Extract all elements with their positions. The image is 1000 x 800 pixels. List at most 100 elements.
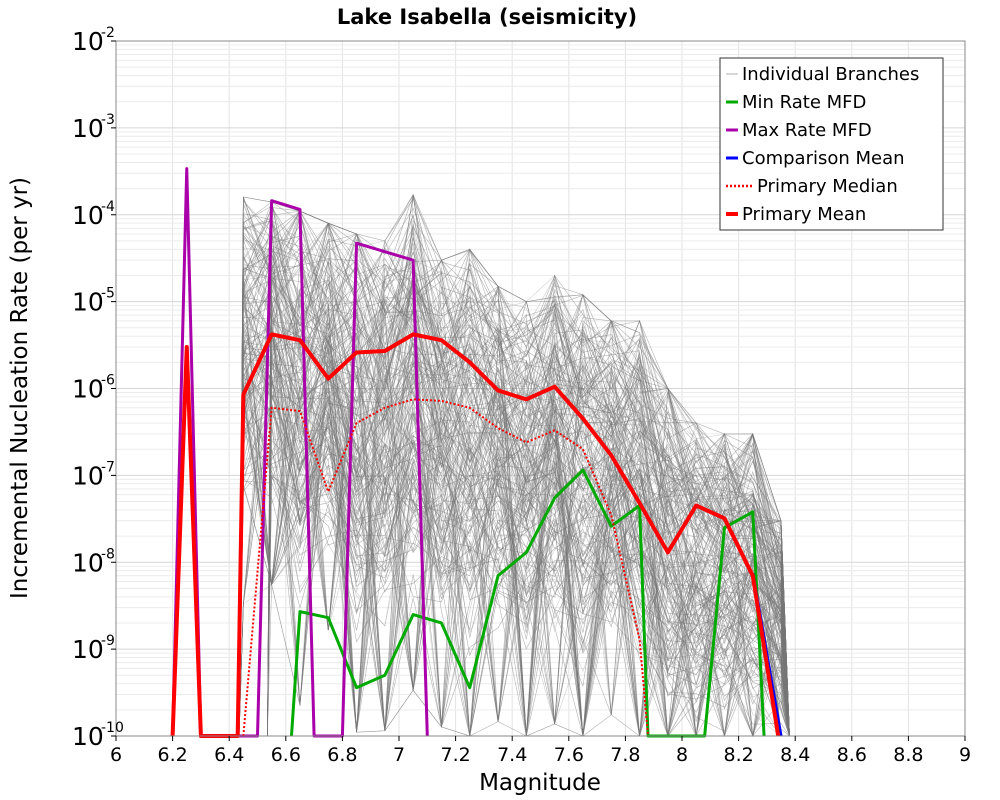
y-tick-label: 10	[72, 201, 104, 230]
x-tick-label: 7.8	[610, 744, 640, 766]
branch-line	[238, 216, 790, 737]
branch-line	[238, 200, 790, 737]
branch-line	[238, 478, 790, 737]
branch-line	[238, 210, 790, 737]
branch-line	[238, 222, 790, 737]
branch-line	[238, 258, 790, 737]
branch-line	[238, 248, 790, 737]
branch-line	[238, 449, 790, 737]
branch-line	[238, 313, 790, 737]
branch-line	[238, 275, 790, 737]
y-tick-exponent: -5	[101, 286, 115, 302]
primary-median-line	[242, 398, 650, 737]
y-axis-label: Incremental Nucleation Rate (per yr)	[7, 177, 33, 599]
branch-line	[238, 194, 790, 737]
y-tick-label: 10	[72, 114, 104, 143]
branch-line	[238, 387, 790, 737]
branch-line	[238, 389, 790, 737]
branch-line	[238, 266, 790, 737]
x-tick-label: 8.8	[893, 744, 923, 766]
branch-line	[238, 377, 790, 737]
branch-line	[238, 223, 790, 737]
branch-line	[238, 327, 790, 737]
chart-title: Lake Isabella (seismicity)	[337, 5, 637, 29]
legend-label: Min Rate MFD	[742, 92, 866, 113]
branch-line	[238, 324, 790, 737]
x-tick-label: 7	[393, 744, 405, 766]
primary-mean-line	[170, 332, 781, 738]
branch-line	[238, 263, 790, 737]
branch-line	[238, 365, 790, 737]
branch-line	[238, 210, 790, 737]
branch-line	[238, 323, 790, 737]
branch-line	[267, 201, 790, 737]
branch-line	[238, 217, 790, 737]
y-tick-exponent: -7	[101, 459, 115, 475]
y-tick-label: 10	[72, 375, 104, 404]
y-tick-label: 10	[72, 635, 104, 664]
x-tick-label: 8.4	[780, 744, 810, 766]
y-tick-exponent: -4	[101, 199, 115, 215]
branch-line	[238, 245, 790, 737]
branch-line	[238, 288, 790, 737]
y-tick-label: 10	[72, 27, 104, 56]
y-tick-label: 10	[72, 722, 104, 751]
branch-line	[238, 309, 790, 737]
branch-line	[238, 405, 790, 737]
legend: Individual Branches Min Rate MFD Max Rate …	[719, 57, 944, 231]
branch-line	[238, 248, 790, 737]
x-tick-label: 6	[110, 744, 122, 766]
branch-line	[238, 335, 790, 737]
y-tick-exponent: -8	[101, 546, 115, 562]
y-tick-label: 10	[72, 461, 104, 490]
legend-label: Primary Median	[757, 176, 898, 197]
branch-line	[238, 199, 790, 737]
y-tick-exponent: -6	[101, 373, 115, 389]
branch-line	[238, 206, 790, 737]
branch-line	[238, 235, 790, 737]
branch-line	[238, 428, 790, 737]
branch-line	[267, 193, 790, 737]
legend-box	[719, 57, 944, 231]
x-tick-label: 9	[959, 744, 971, 766]
x-tick-label: 6.8	[327, 744, 357, 766]
y-tick-exponent: -9	[101, 633, 115, 649]
branch-line	[267, 267, 790, 737]
branch-line	[267, 402, 790, 737]
branch-line	[238, 215, 790, 737]
branch-line	[238, 247, 790, 737]
x-tick-label: 7.6	[554, 744, 584, 766]
branch-line	[238, 404, 790, 737]
x-tick-label: 8.2	[723, 744, 753, 766]
branch-line	[238, 246, 790, 737]
x-axis-ticks: 6 6.2 6.4 6.6 6.8 7 7.2 7.4 7.6 7.8 8 8.2 8.4 8.6 8.8 9	[110, 736, 971, 766]
x-tick-label: 6.6	[271, 744, 301, 766]
branch-line	[238, 233, 790, 737]
branch-line	[238, 427, 790, 737]
branch-line	[238, 231, 790, 737]
branch-line	[238, 382, 790, 737]
x-tick-label: 7.2	[440, 744, 470, 766]
legend-label: Individual Branches	[742, 64, 919, 85]
x-axis-label: Magnitude	[479, 770, 601, 796]
branch-line	[238, 389, 790, 737]
x-tick-label: 8.6	[837, 744, 867, 766]
y-tick-exponent: -10	[101, 720, 124, 736]
branch-line	[238, 279, 790, 737]
legend-label: Comparison Mean	[742, 148, 905, 169]
branch-line	[238, 401, 790, 737]
y-tick-exponent: -2	[101, 25, 115, 41]
x-tick-label: 7.4	[497, 744, 527, 766]
branch-line	[238, 269, 790, 737]
branch-line	[238, 361, 790, 737]
max-rate-mfd-line	[171, 167, 429, 738]
x-tick-label: 8	[676, 744, 688, 766]
x-tick-label: 6.4	[214, 744, 244, 766]
x-tick-label: 6.2	[157, 744, 187, 766]
y-tick-label: 10	[72, 288, 104, 317]
branch-line	[238, 247, 790, 737]
legend-label: Max Rate MFD	[742, 120, 872, 141]
series-layer	[170, 167, 783, 738]
